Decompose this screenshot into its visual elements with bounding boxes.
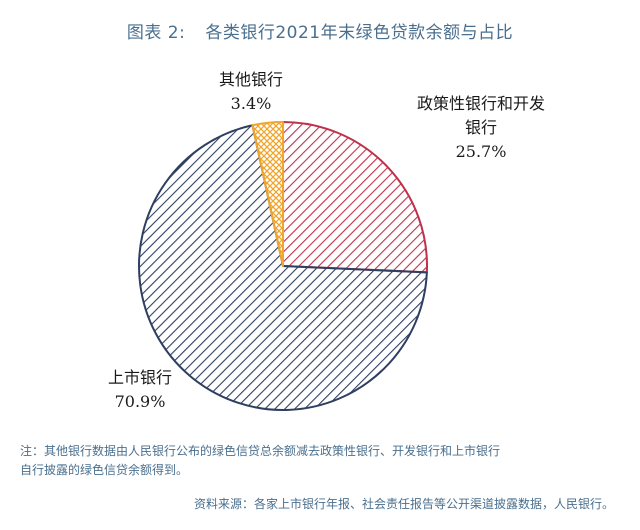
slice-label-policy-banks: 政策性银行和开发 银行 25.7% bbox=[366, 92, 596, 164]
figure-number: 图表 2: bbox=[126, 23, 186, 43]
slice-label-line: 上市银行 bbox=[107, 368, 172, 387]
slice-label-line: 政策性银行和开发 bbox=[416, 94, 545, 113]
pie-slice-policy-banks bbox=[282, 121, 428, 274]
footnote-line: 注：其他银行数据由人民银行公布的绿色信贷总余额减去政策性银行、开发银行和上市银行 bbox=[20, 444, 501, 458]
pie-slice-listed-banks bbox=[138, 124, 428, 411]
slice-value: 70.9% bbox=[114, 392, 166, 411]
chart-title: 图表 2: 各类银行2021年末绿色贷款余额与占比 bbox=[0, 18, 640, 43]
slice-label-listed-banks: 上市银行 70.9% bbox=[80, 366, 200, 414]
slice-label-line: 银行 bbox=[464, 118, 497, 137]
slice-value: 3.4% bbox=[230, 94, 272, 113]
slice-label-line: 其他银行 bbox=[218, 70, 283, 89]
footnote-line: 自行披露的绿色信贷余额得到。 bbox=[20, 463, 189, 477]
figure-title-text: 各类银行2021年末绿色贷款余额与占比 bbox=[205, 23, 514, 43]
source-note: 资料来源：各家上市银行年报、社会责任报告等公开渠道披露数据，人民银行。 bbox=[193, 497, 614, 511]
footnote: 注：其他银行数据由人民银行公布的绿色信贷总余额减去政策性银行、开发银行和上市银行… bbox=[20, 442, 580, 480]
slice-value: 25.7% bbox=[455, 142, 507, 161]
slice-label-other-banks: 其他银行 3.4% bbox=[196, 68, 306, 116]
pie-slice-other-banks bbox=[251, 120, 284, 267]
